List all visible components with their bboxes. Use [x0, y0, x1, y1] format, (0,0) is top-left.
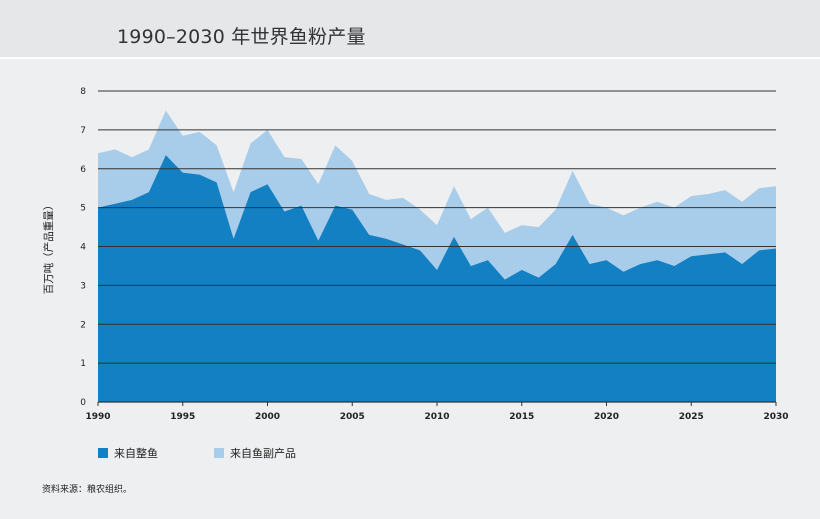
y-tick-label: 8 [80, 87, 86, 97]
legend-label-by-products: 来自鱼副产品 [230, 447, 296, 460]
y-axis-ticks: 0 1 2 3 4 5 6 7 8 [80, 87, 86, 408]
x-tick-label: 2000 [255, 412, 280, 422]
chart-header: 1990–2030 年世界鱼粉产量 [0, 0, 820, 57]
x-tick-label: 2030 [763, 412, 788, 422]
y-tick-label: 6 [80, 165, 86, 175]
y-tick-label: 1 [80, 359, 86, 369]
x-tick-label: 2015 [509, 412, 534, 422]
chart-title: 1990–2030 年世界鱼粉产量 [117, 26, 366, 48]
legend-swatch-by-products [214, 448, 224, 458]
x-tick-label: 2025 [679, 412, 704, 422]
y-tick-label: 7 [80, 126, 86, 136]
source-note: 资料来源：粮农组织。 [42, 485, 133, 495]
x-axis-ticks: 1990 1995 2000 2005 2010 2015 2020 2025 2030 [85, 402, 789, 422]
y-tick-label: 5 [80, 204, 86, 214]
area-series-by-products [98, 110, 776, 280]
area-series-group [98, 110, 776, 402]
y-tick-label: 3 [80, 281, 86, 291]
legend-item-by-products: 来自鱼副产品 [214, 445, 296, 461]
x-tick-label: 2005 [340, 412, 365, 422]
y-tick-label: 0 [80, 398, 86, 408]
x-tick-label: 1990 [85, 412, 110, 422]
x-tick-label: 2010 [424, 412, 449, 422]
legend-label-whole-fish: 来自整鱼 [114, 447, 158, 460]
legend-swatch-whole-fish [98, 448, 108, 458]
legend-item-whole-fish: 来自整鱼 [98, 445, 158, 461]
y-tick-label: 2 [80, 320, 86, 330]
y-axis-label: 百万吨（产品重量） [42, 200, 55, 295]
y-tick-label: 4 [80, 243, 86, 253]
x-tick-label: 2020 [594, 412, 619, 422]
area-series-whole-fish [98, 155, 776, 402]
x-tick-label: 1995 [170, 412, 195, 422]
header-divider [0, 57, 820, 59]
